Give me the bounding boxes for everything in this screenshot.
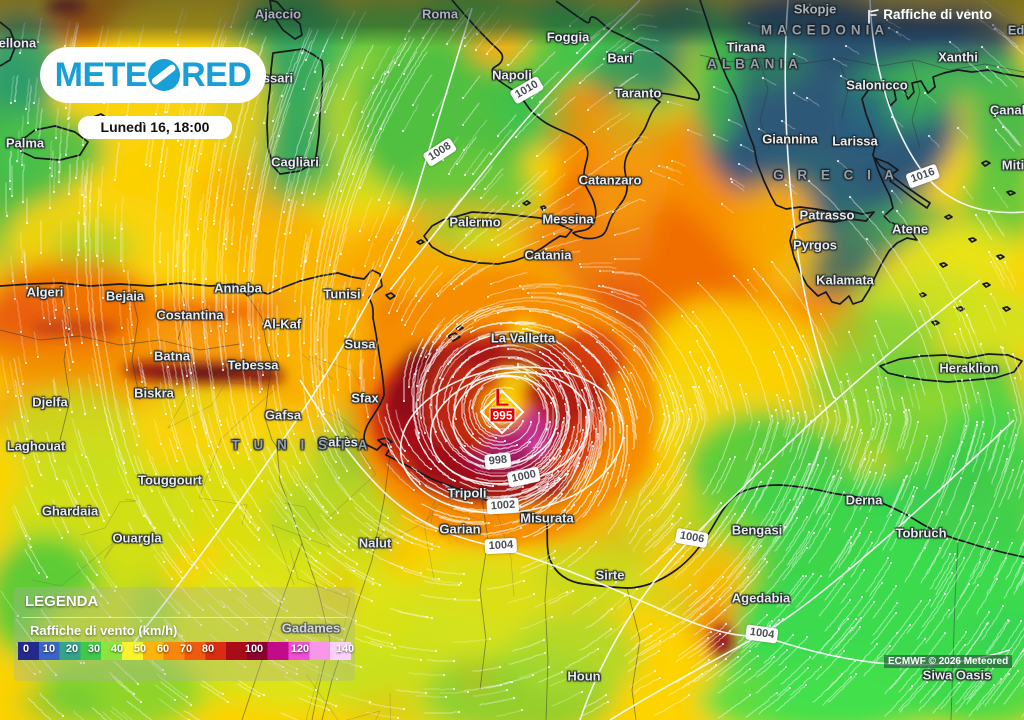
svg-text:995: 995 (492, 409, 512, 423)
svg-text:L: L (494, 384, 509, 412)
